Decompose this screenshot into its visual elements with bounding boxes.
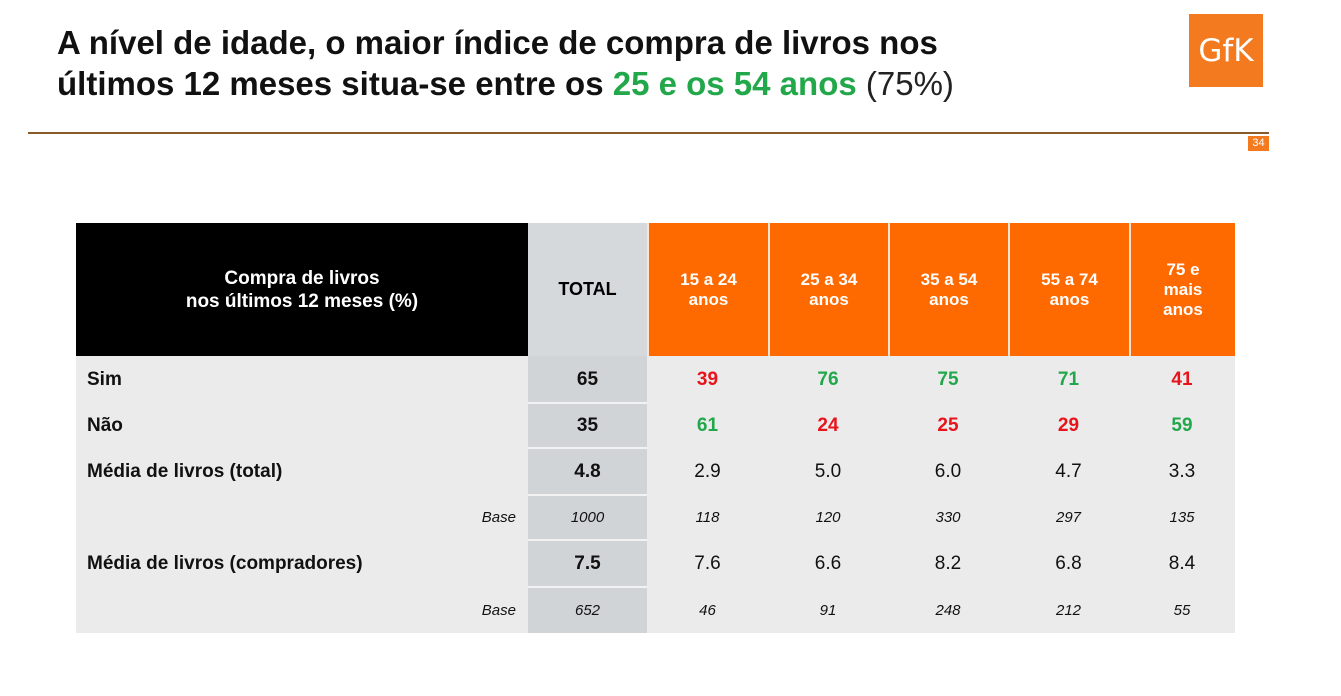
- header-description-cell: Compra de livros nos últimos 12 meses (%…: [76, 223, 528, 356]
- value-cell: 6.0: [934, 460, 962, 482]
- value-cell: 297: [1055, 509, 1082, 526]
- title-highlight: 25 e os 54 anos: [612, 65, 857, 102]
- header-age-label-line: 25 a 34: [800, 269, 858, 289]
- gfk-logo-text: GfK: [1198, 32, 1254, 69]
- value-cell: 71: [1057, 368, 1080, 390]
- value-cell: 8.2: [934, 552, 962, 574]
- header-age-label-line: anos: [1163, 299, 1203, 319]
- base-label: Base: [481, 601, 516, 619]
- value-cell: 25: [937, 414, 959, 436]
- header-total-label: TOTAL: [558, 279, 617, 299]
- table-row: Média de livros (total) 4.8 2.9 5.0 6.0 4.7 3.…: [76, 448, 1235, 495]
- gfk-logo: GfK: [1189, 14, 1263, 87]
- total-cell: 35: [576, 414, 599, 436]
- header-age-label-line: mais: [1163, 279, 1203, 299]
- value-cell: 5.0: [814, 460, 842, 482]
- base-row: Base 1000 118 120 330 297 135: [76, 495, 1235, 540]
- title-line-1: A nível de idade, o maior índice de comp…: [57, 24, 938, 61]
- total-column-separator: [528, 402, 647, 404]
- header-age-label-line: 55 a 74: [1041, 269, 1098, 289]
- value-cell: 6.6: [814, 552, 842, 574]
- total-cell: 65: [576, 368, 599, 390]
- row-label: Não: [87, 414, 123, 436]
- value-cell: 76: [817, 368, 839, 390]
- base-label: Base: [481, 509, 516, 526]
- header-age-cell: 55 a 74 anos: [1008, 223, 1129, 356]
- header-age-label-line: 15 a 24: [680, 269, 737, 289]
- value-cell: 29: [1057, 414, 1080, 436]
- header-age-label-line: 35 a 54: [920, 269, 978, 289]
- value-cell: 46: [699, 601, 716, 619]
- table-row: Média de livros (compradores) 7.5 7.6 6.6 8.…: [76, 540, 1235, 587]
- value-cell: 59: [1171, 414, 1193, 436]
- base-row: Base 652 46 91 248 212 55: [76, 587, 1235, 633]
- header-description-line-1: Compra de livros: [224, 267, 380, 289]
- total-column-separator: [528, 494, 647, 496]
- value-cell: 248: [935, 601, 961, 619]
- value-cell: 7.6: [694, 552, 721, 574]
- value-cell: 2.9: [694, 460, 721, 482]
- header-age-label-line: anos: [929, 289, 969, 309]
- row-label: Média de livros (compradores): [87, 552, 363, 574]
- value-cell: 120: [815, 509, 841, 526]
- title-percentage: (75%): [865, 65, 954, 102]
- row-label: Média de livros (total): [87, 460, 283, 482]
- data-table: Compra de livros nos últimos 12 meses (%…: [76, 223, 1235, 633]
- title-line-2-start: últimos 12 meses situa-se entre os: [57, 65, 613, 102]
- row-label: Sim: [87, 368, 122, 390]
- header-age-cell: 75 e mais anos: [1129, 223, 1235, 356]
- value-cell: 4.7: [1055, 460, 1082, 482]
- value-cell: 91: [819, 601, 837, 619]
- value-cell: 212: [1055, 601, 1082, 619]
- page-title: A nível de idade, o maior índice de comp…: [57, 22, 1177, 104]
- total-column-separator: [528, 447, 647, 449]
- total-column-separator: [528, 586, 647, 588]
- value-cell: 6.8: [1055, 552, 1082, 574]
- value-cell: 39: [696, 368, 719, 390]
- total-cell: 4.8: [574, 460, 601, 482]
- value-cell: 3.3: [1168, 460, 1196, 482]
- total-cell: 652: [574, 601, 601, 619]
- total-column-separator: [528, 539, 647, 541]
- table-row: Não 35 61 24 25 29 59: [76, 403, 1235, 448]
- header-age-label-line: anos: [688, 289, 729, 309]
- value-cell: 55: [1173, 601, 1191, 619]
- header-age-label-line: anos: [1049, 289, 1090, 309]
- value-cell: 75: [937, 368, 959, 390]
- value-cell: 41: [1171, 368, 1193, 390]
- title-line-2: últimos 12 meses situa-se entre os 25 e …: [57, 63, 1177, 104]
- value-cell: 8.4: [1168, 552, 1196, 574]
- header-age-cell: 35 a 54 anos: [888, 223, 1008, 356]
- header-age-cell: 15 a 24 anos: [647, 223, 768, 356]
- value-cell: 330: [935, 509, 961, 526]
- header-description-line-2: nos últimos 12 meses (%): [185, 290, 419, 312]
- value-cell: 61: [696, 414, 719, 436]
- value-cell: 118: [695, 509, 720, 526]
- header-age-cell: 25 a 34 anos: [768, 223, 888, 356]
- total-cell: 7.5: [574, 552, 601, 574]
- total-cell: 1000: [570, 509, 605, 526]
- header-age-label-line: 75 e: [1166, 259, 1200, 279]
- header-divider: [28, 132, 1269, 134]
- header-total-cell: TOTAL: [528, 223, 647, 356]
- table-row: Sim 65 39 76 75 71 41: [76, 356, 1235, 403]
- value-cell: 135: [1169, 509, 1195, 526]
- header-age-label-line: anos: [809, 289, 849, 309]
- page-number: 34: [1248, 136, 1269, 151]
- value-cell: 24: [817, 414, 839, 436]
